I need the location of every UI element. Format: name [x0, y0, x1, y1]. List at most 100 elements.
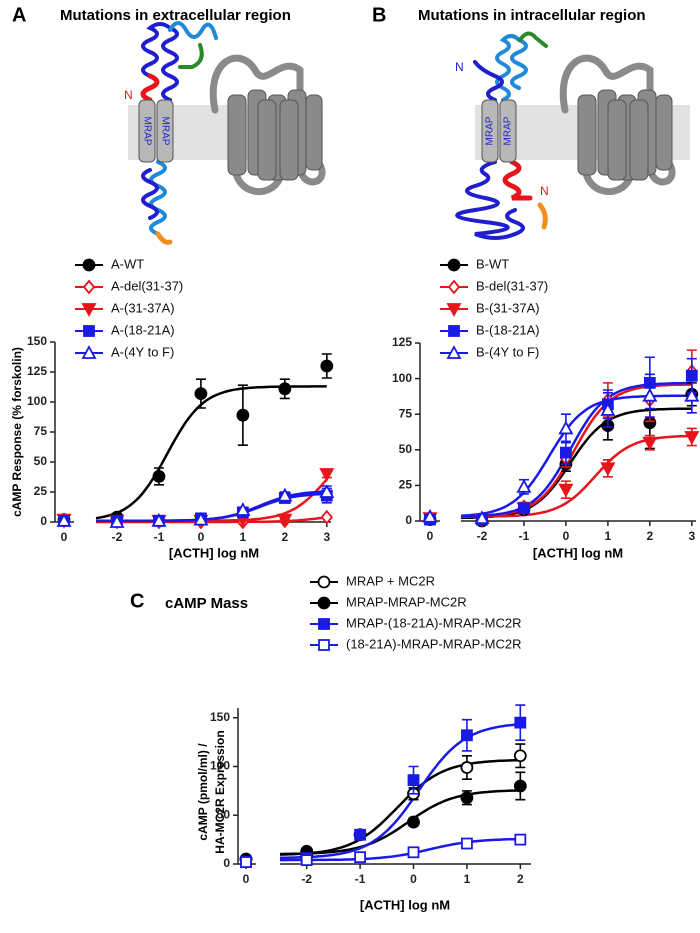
mrap-label: MRAP [159, 117, 170, 146]
extracellular-coil [495, 34, 528, 102]
panel-label: C [130, 590, 144, 612]
x-tick-label: 2 [281, 530, 288, 544]
fit-curve [280, 789, 521, 856]
marker [354, 828, 367, 841]
marker [518, 502, 530, 515]
panel-label: B [372, 4, 386, 26]
x-tick-label: -1 [154, 530, 165, 544]
y-axis-label: HA-MC2R Expression [213, 730, 227, 853]
mrap-helix [156, 99, 174, 163]
y-tick-label: 75 [34, 424, 48, 438]
fit-curve [280, 837, 521, 862]
green-segment [178, 43, 204, 69]
marker [109, 514, 125, 528]
y-axis-label: cAMP (pmol/ml) / [196, 743, 210, 841]
x-tick-label: 1 [605, 529, 612, 543]
y-tick-label: 100 [392, 371, 412, 385]
marker [407, 774, 420, 787]
marker [56, 512, 72, 527]
x-tick-label: 2 [646, 529, 653, 543]
marker [514, 716, 527, 729]
marker [447, 258, 461, 272]
diagram-b: MRAP MRAP N N [455, 31, 690, 240]
y-tick-label: 150 [210, 710, 230, 724]
x-tick-label: 1 [464, 872, 471, 886]
intracellular-coil [455, 160, 525, 240]
marker [236, 408, 250, 422]
y-axis-label: cAMP Response (% forskolin) [10, 347, 24, 517]
x-tick-label: 3 [688, 529, 695, 543]
marker [516, 478, 532, 493]
y-tick-label: 100 [210, 759, 230, 773]
marker [277, 487, 293, 502]
x-tick-label: -2 [301, 872, 312, 886]
extracellular-coil [473, 60, 504, 102]
extracellular-coil [168, 21, 218, 40]
y-tick-label: 0 [223, 856, 230, 870]
x-axis-label: [ACTH] log nM [169, 545, 259, 560]
x-axis-label: [ACTH] log nM [360, 897, 450, 912]
marker [317, 596, 331, 610]
panel-label: A [12, 4, 26, 26]
y-tick-label: 75 [399, 406, 413, 420]
x-tick-label: -2 [112, 530, 123, 544]
legend-label: A-(4Y to F) [111, 344, 174, 359]
marker [151, 512, 167, 527]
legend-label: A-(31-37A) [111, 300, 175, 315]
legend-label: A-WT [111, 256, 144, 271]
marker [642, 436, 658, 451]
marker [600, 402, 616, 416]
legend-label: B-WT [476, 256, 509, 271]
x-tick-label: 0 [61, 530, 68, 544]
x-tick-label: 0 [563, 529, 570, 543]
marker [422, 508, 438, 523]
marker [513, 749, 527, 763]
legend-label: (18-21A)-MRAP-MRAP-MC2R [346, 636, 522, 651]
y-tick-label: 125 [27, 364, 47, 378]
marker [460, 791, 474, 805]
marker [684, 431, 700, 445]
y-tick-label: 125 [392, 335, 412, 349]
legend-label: MRAP-(18-21A)-MRAP-MC2R [346, 615, 522, 630]
x-tick-label: -1 [355, 872, 366, 886]
marker [300, 854, 313, 866]
legend-label: B-del(31-37) [476, 278, 548, 293]
marker [240, 856, 252, 868]
mrap-label: MRAP [503, 116, 514, 145]
orange-tail [155, 231, 173, 245]
x-tick-label: -1 [519, 529, 530, 543]
marker [558, 483, 574, 498]
diagram-a: MRAP MRAP N [124, 21, 326, 245]
y-tick-label: 25 [34, 484, 48, 498]
mrap-helix [138, 99, 156, 163]
receptor-loop [209, 54, 304, 114]
marker [318, 639, 330, 651]
marker [81, 345, 97, 359]
n-terminus-label: N [124, 88, 133, 102]
marker [235, 502, 251, 516]
chart-A: A Mutations in extracellular region 0 25 50 7… [10, 4, 335, 560]
orange-tail [537, 202, 548, 230]
marker [448, 325, 460, 337]
receptor-loop [559, 54, 654, 114]
marker [152, 469, 166, 483]
marker [446, 345, 462, 359]
marker [193, 511, 209, 526]
n-terminus-label: N [540, 184, 549, 198]
x-axis-label: [ACTH] log nM [533, 545, 623, 560]
marker [558, 420, 574, 435]
x-tick-label: -2 [477, 529, 488, 543]
marker [460, 761, 474, 774]
marker [319, 468, 335, 482]
x-tick-label: 0 [427, 529, 434, 543]
mrap-helix [481, 99, 499, 163]
x-tick-label: 0 [410, 872, 417, 886]
marker [461, 729, 473, 742]
chart-title: cAMP Mass [165, 595, 248, 612]
marker [317, 575, 331, 589]
green-segment [518, 31, 548, 48]
y-tick-label: 0 [40, 514, 47, 528]
mrap-label: MRAP [485, 116, 496, 145]
receptor-helices [577, 89, 673, 181]
